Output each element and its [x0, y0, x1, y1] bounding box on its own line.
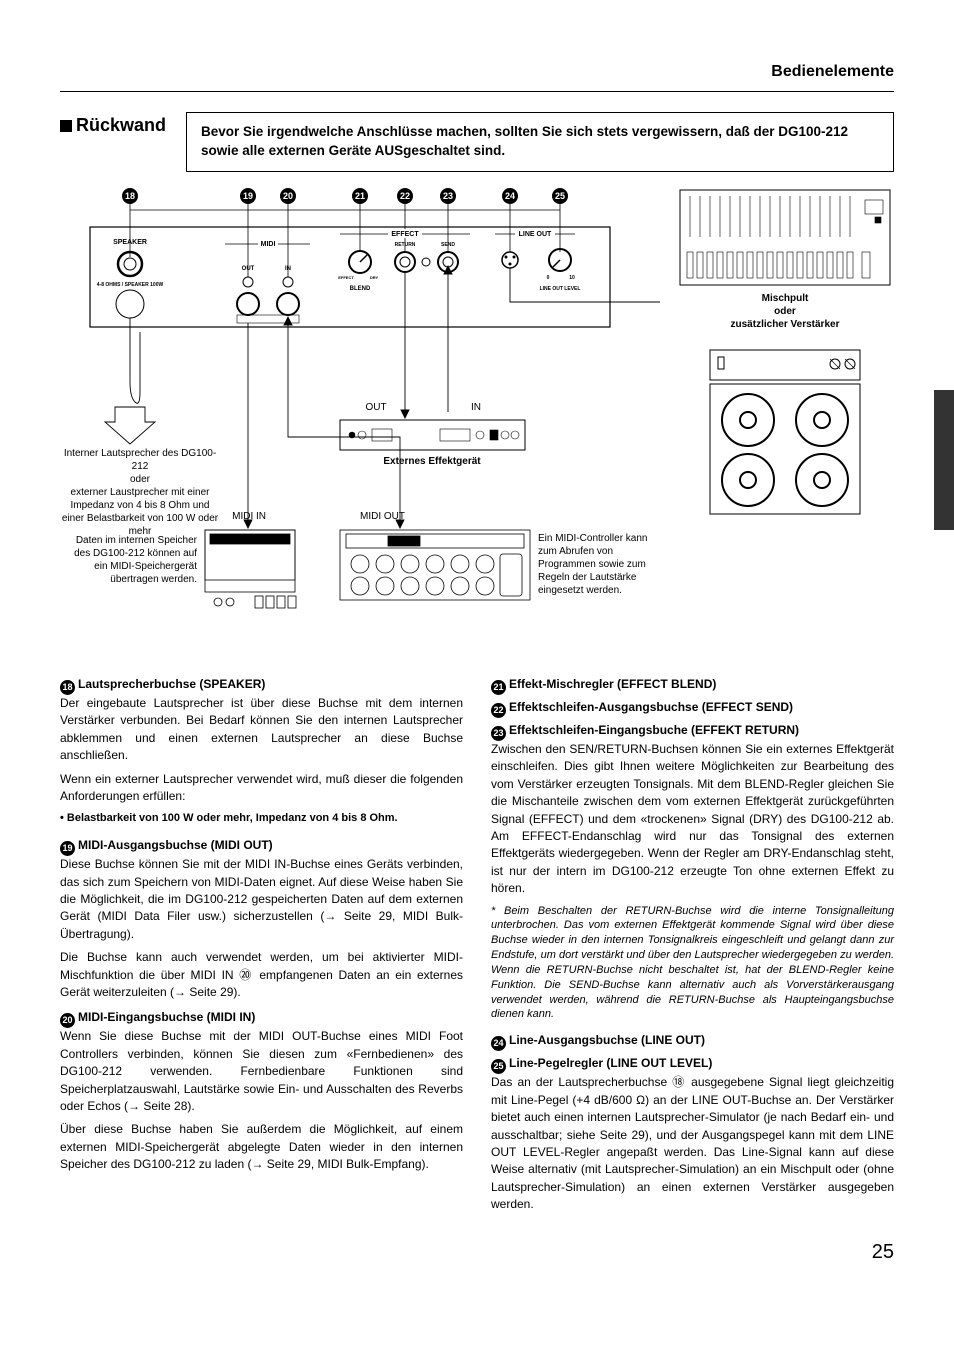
- svg-text:BLEND: BLEND: [350, 286, 371, 292]
- svg-text:EFFECT: EFFECT: [338, 275, 354, 280]
- svg-text:4-8 OHMS / SPEAKER 100W: 4-8 OHMS / SPEAKER 100W: [97, 282, 164, 288]
- svg-text:DRY: DRY: [370, 275, 379, 280]
- page-number: 25: [60, 1238, 894, 1267]
- mixer-amp-diagram: Mischpult oder zusätzlicher Verstärker: [670, 182, 900, 652]
- callout-21: 21: [352, 188, 368, 204]
- svg-text:25: 25: [555, 191, 565, 201]
- callout-18: 18: [122, 188, 138, 204]
- item-20-p2: Über diese Buchse haben Sie außerdem die…: [60, 1121, 463, 1173]
- callout-19: 19: [240, 188, 256, 204]
- item-20-p1: Wenn Sie diese Buchse mit der MIDI OUT-B…: [60, 1028, 463, 1115]
- speaker-caption: Interner Lautsprecher des DG100-212 oder…: [60, 447, 220, 538]
- item-23-head: 23Effektschleifen-Eingangsbuche (EFFEKT …: [491, 722, 894, 741]
- callout-20: 20: [280, 188, 296, 204]
- callout-23: 22: [397, 188, 413, 204]
- item-25-head: 25Line-Pegelregler (LINE OUT LEVEL): [491, 1055, 894, 1074]
- svg-text:18: 18: [125, 191, 135, 201]
- item-19-p2: Die Buchse kann auch verwendet werden, u…: [60, 949, 463, 1001]
- item-20-head: 20MIDI-Eingangsbuchse (MIDI IN): [60, 1009, 463, 1028]
- side-tab: [934, 390, 954, 530]
- svg-text:RETURN: RETURN: [395, 242, 416, 248]
- callout-25: 25: [552, 188, 568, 204]
- left-column: 18Lautsprecherbuchse (SPEAKER) Der einge…: [60, 672, 463, 1220]
- svg-text:IN: IN: [285, 266, 291, 272]
- header-rule: [60, 91, 894, 92]
- svg-text:MIDI OUT: MIDI OUT: [360, 511, 405, 522]
- midi-store-caption: Daten im internen Speicher des DG100-212…: [72, 534, 197, 586]
- panel-heading: Rückwand: [60, 112, 166, 138]
- midi-ctrl-caption: Ein MIDI-Controller kann zum Abrufen von…: [538, 532, 658, 597]
- svg-text:LINE OUT LEVEL: LINE OUT LEVEL: [540, 286, 581, 292]
- item-24-head: 24Line-Ausgangsbuchse (LINE OUT): [491, 1032, 894, 1051]
- svg-text:19: 19: [243, 191, 253, 201]
- item-18-bullet: • Belastbarkeit von 100 W oder mehr, Imp…: [60, 811, 463, 827]
- svg-text:23: 23: [443, 191, 453, 201]
- item-21-head: 21Effekt-Mischregler (EFFECT BLEND): [491, 676, 894, 695]
- right-column: 21Effekt-Mischregler (EFFECT BLEND) 22Ef…: [491, 672, 894, 1220]
- section-title: Bedienelemente: [60, 60, 894, 83]
- item-21-23-p1: Zwischen den SEN/RETURN-Buchsen können S…: [491, 741, 894, 898]
- item-18-head: 18Lautsprecherbuchse (SPEAKER): [60, 676, 463, 695]
- svg-text:OUT: OUT: [365, 402, 386, 413]
- mixer-caption: Mischpult oder zusätzlicher Verstärker: [690, 292, 880, 331]
- item-18-p1: Der eingebaute Lautsprecher ist über die…: [60, 695, 463, 765]
- svg-text:SEND: SEND: [441, 242, 455, 248]
- svg-text:21: 21: [355, 191, 365, 201]
- callout-22: 23: [440, 188, 456, 204]
- svg-text:10: 10: [569, 275, 575, 281]
- warning-box: Bevor Sie irgendwelche Anschlüsse machen…: [186, 112, 894, 172]
- svg-text:22: 22: [400, 191, 410, 201]
- svg-text:SPEAKER: SPEAKER: [113, 239, 147, 246]
- svg-text:Externes Effektgerät: Externes Effektgerät: [383, 456, 481, 467]
- callout-24: 24: [502, 188, 518, 204]
- svg-text:IN: IN: [471, 402, 481, 413]
- item-21-23-note: * Beim Beschalten der RETURN-Buchse wird…: [491, 904, 894, 1023]
- item-24-25-p1: Das an der Lautsprecherbuchse ⑱ ausgegeb…: [491, 1074, 894, 1213]
- svg-text:20: 20: [283, 191, 293, 201]
- svg-text:OUT: OUT: [242, 266, 255, 272]
- svg-text:MIDI: MIDI: [261, 241, 276, 248]
- svg-text:24: 24: [505, 191, 515, 201]
- item-19-head: 19MIDI-Ausgangsbuchse (MIDI OUT): [60, 837, 463, 856]
- svg-text:EFFECT: EFFECT: [391, 231, 419, 238]
- svg-text:MIDI IN: MIDI IN: [232, 511, 266, 522]
- item-19-p1: Diese Buchse können Sie mit der MIDI IN-…: [60, 856, 463, 943]
- svg-text:0: 0: [547, 275, 550, 281]
- item-18-p2: Wenn ein externer Lautsprecher verwendet…: [60, 771, 463, 806]
- item-22-head: 22Effektschleifen-Ausgangsbuchse (EFFECT…: [491, 699, 894, 718]
- svg-text:LINE OUT: LINE OUT: [519, 231, 552, 238]
- rear-panel-diagram: 18 19 20 21 23 22 24 25: [60, 182, 660, 652]
